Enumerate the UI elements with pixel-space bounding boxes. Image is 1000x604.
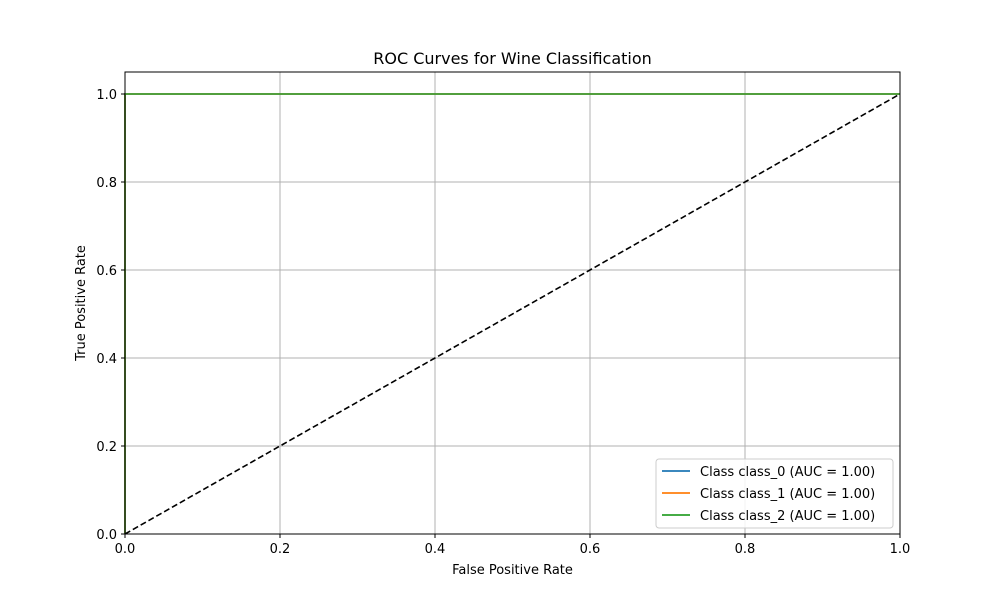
x-tick-label: 1.0	[890, 542, 911, 557]
y-axis-label: True Positive Rate	[74, 245, 89, 362]
x-tick-label: 0.4	[425, 542, 446, 557]
legend: Class class_0 (AUC = 1.00) Class class_1 …	[655, 458, 894, 529]
y-axis-ticks: 0.0 0.2 0.4 0.6 0.8 1.0	[96, 88, 125, 543]
x-tick-label: 0.8	[735, 542, 756, 557]
legend-entry-label: Class class_0 (AUC = 1.00)	[700, 465, 875, 480]
x-tick-label: 0.2	[270, 542, 291, 557]
y-tick-label: 1.0	[96, 88, 117, 103]
x-tick-label: 0.6	[580, 542, 601, 557]
x-axis-ticks: 0.0 0.2 0.4 0.6 0.8 1.0	[115, 534, 911, 557]
chart-title: ROC Curves for Wine Classification	[373, 49, 652, 68]
x-tick-label: 0.0	[115, 542, 136, 557]
y-tick-label: 0.2	[96, 440, 117, 455]
y-tick-label: 0.6	[96, 264, 117, 279]
plot-frame	[124, 71, 901, 535]
legend-box	[655, 458, 894, 529]
x-axis-label: False Positive Rate	[452, 563, 573, 578]
legend-entry-label: Class class_1 (AUC = 1.00)	[700, 487, 875, 502]
legend-entry-label: Class class_2 (AUC = 1.00)	[700, 509, 875, 524]
y-tick-label: 0.0	[96, 528, 117, 543]
reference-diagonal-line	[124, 93, 901, 535]
y-tick-label: 0.8	[96, 176, 117, 191]
y-tick-label: 0.4	[96, 352, 117, 367]
